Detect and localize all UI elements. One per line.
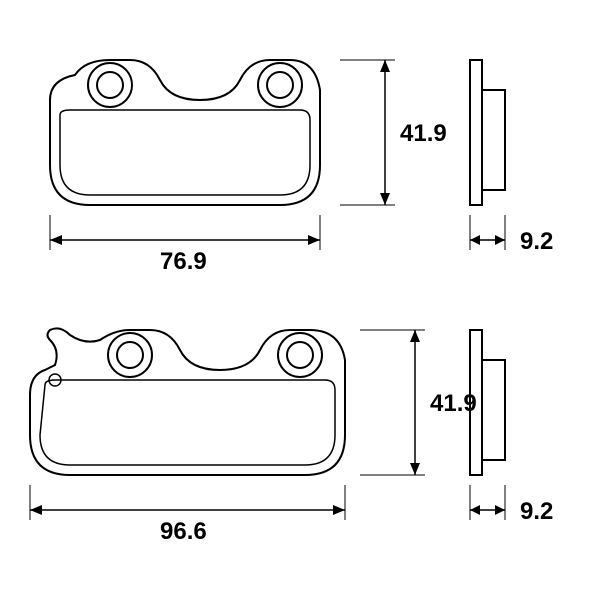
pad2-height-label: 41.9	[430, 390, 477, 418]
drawing-svg	[0, 0, 600, 600]
pad1-side-view	[470, 60, 505, 205]
pad2-width-label: 96.6	[160, 518, 207, 546]
pad1-front-view	[50, 60, 320, 205]
pad1-thickness-dim	[470, 215, 505, 250]
pad2-height-dim	[360, 330, 425, 475]
pad1-height-dim	[340, 60, 395, 205]
brake-pad-diagram: 41.9 76.9 9.2 41.9 96.6 9.2	[0, 0, 600, 600]
pad2-width-dim	[30, 485, 345, 520]
pad2-front-view	[30, 328, 345, 475]
pad1-height-label: 41.9	[400, 120, 447, 148]
pad2-thickness-label: 9.2	[520, 498, 553, 526]
pad1-thickness-label: 9.2	[520, 228, 553, 256]
pad1-width-label: 76.9	[160, 248, 207, 276]
pad1-width-dim	[50, 215, 320, 250]
pad2-thickness-dim	[470, 485, 505, 520]
